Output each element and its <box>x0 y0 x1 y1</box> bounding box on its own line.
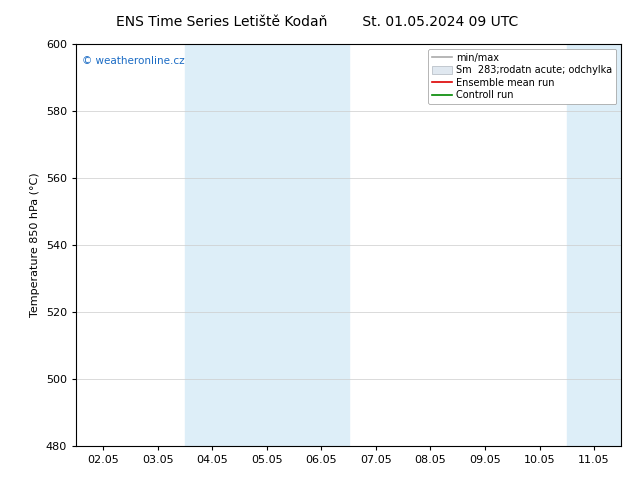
Y-axis label: Temperature 850 hPa (°C): Temperature 850 hPa (°C) <box>30 172 40 318</box>
Text: ENS Time Series Letiště Kodaň        St. 01.05.2024 09 UTC: ENS Time Series Letiště Kodaň St. 01.05.… <box>116 15 518 29</box>
Text: © weatheronline.cz: © weatheronline.cz <box>82 56 184 66</box>
Bar <box>185 44 349 446</box>
Legend: min/max, Sm  283;rodatn acute; odchylka, Ensemble mean run, Controll run: min/max, Sm 283;rodatn acute; odchylka, … <box>428 49 616 104</box>
Bar <box>567 44 621 446</box>
